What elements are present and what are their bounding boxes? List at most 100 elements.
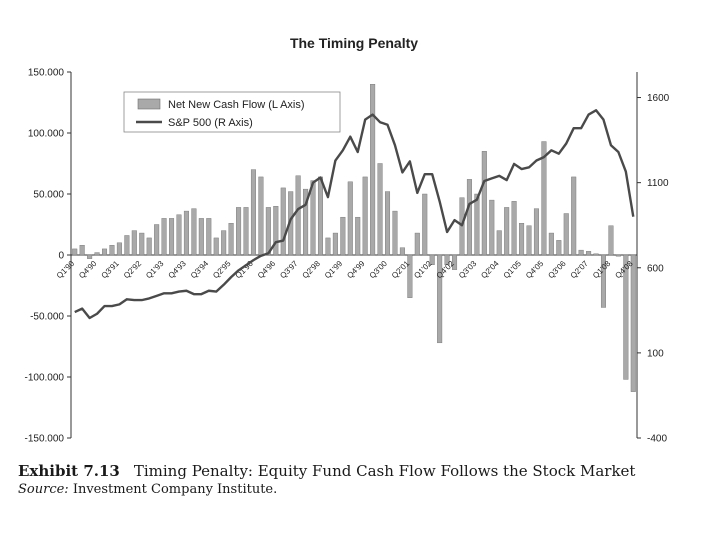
cash-flow-bar — [526, 225, 532, 256]
cash-flow-bar — [407, 254, 413, 298]
x-tick-label: Q3'00 — [368, 259, 390, 281]
cash-flow-bar — [556, 240, 562, 256]
cash-flow-bar — [519, 223, 525, 256]
cash-flow-bar — [317, 176, 323, 256]
x-tick-label: Q1'99 — [323, 259, 345, 281]
cash-flow-bar — [504, 207, 510, 256]
left-tick-label: 150.000 — [28, 68, 65, 79]
left-tick-label: 50.000 — [33, 190, 64, 201]
exhibit-title: Timing Penalty: Equity Fund Cash Flow Fo… — [133, 462, 636, 480]
cash-flow-bar — [340, 216, 346, 256]
cash-flow-bar — [243, 207, 249, 256]
cash-flow-bar — [541, 141, 547, 256]
cash-flow-bar — [154, 224, 160, 256]
right-tick-label: -400 — [647, 434, 667, 445]
cash-flow-bar — [548, 232, 554, 256]
plot-area: -150.000 -100.000 -50.000 0 50.000 100.000 150… — [25, 68, 670, 445]
cash-flow-bar — [355, 216, 361, 256]
cash-flow-bar — [221, 230, 227, 256]
cash-flow-bar — [310, 180, 316, 256]
cash-flow-bar — [191, 208, 197, 256]
cash-flow-bar — [116, 242, 122, 256]
left-tick-label: 0 — [58, 251, 64, 262]
legend-bar-label: Net New Cash Flow (L Axis) — [168, 99, 305, 111]
x-tick-label: Q2'98 — [301, 259, 323, 281]
cash-flow-bar — [169, 218, 175, 256]
x-tick-label: Q2'92 — [122, 259, 144, 281]
cash-flow-bar — [87, 254, 93, 259]
x-tick-label: Q4'05 — [524, 259, 546, 281]
x-tick-label: Q2'07 — [569, 259, 591, 281]
cash-flow-bar — [593, 253, 599, 256]
x-tick-label: Q4'96 — [256, 259, 278, 281]
cash-flow-bar — [452, 254, 458, 270]
x-tick-label: Q3'91 — [100, 259, 122, 281]
x-tick-label: Q4'93 — [167, 259, 189, 281]
x-tick-label: Q4'99 — [345, 259, 367, 281]
left-tick-label: -150.000 — [25, 434, 65, 445]
figure-caption: Exhibit 7.13 Timing Penalty: Equity Fund … — [18, 461, 708, 499]
cash-flow-bar — [608, 225, 614, 256]
cash-flow-bar — [466, 179, 472, 256]
cash-flow-bar — [72, 248, 78, 256]
cash-flow-bar — [198, 218, 204, 256]
cash-flow-bar — [183, 210, 189, 256]
cash-flow-bar — [578, 249, 584, 256]
cash-flow-bar — [385, 191, 391, 256]
cash-flow-bar — [176, 214, 182, 256]
chart-title: The Timing Penalty — [290, 35, 418, 51]
cash-flow-bar — [139, 232, 145, 256]
cash-flow-bar — [623, 254, 629, 380]
right-tick-label: 600 — [647, 263, 664, 274]
left-tick-label: 100.000 — [28, 129, 65, 140]
left-tick-label: -100.000 — [25, 373, 65, 384]
x-tick-label: Q3'06 — [546, 259, 568, 281]
cash-flow-bar — [213, 237, 219, 256]
cash-flow-bar — [206, 218, 212, 256]
cash-flow-bar — [511, 201, 517, 256]
x-tick-label: Q2'04 — [479, 259, 501, 281]
cash-flow-bar — [399, 247, 405, 256]
cash-flow-bar — [332, 232, 338, 256]
cash-flow-bar — [79, 245, 85, 256]
cash-flow-bar — [615, 254, 621, 257]
cash-flow-bar — [101, 248, 108, 256]
cash-flow-bar — [94, 252, 100, 256]
x-tick-label: Q3'97 — [278, 259, 300, 281]
cash-flow-bar — [630, 254, 636, 392]
legend: Net New Cash Flow (L Axis) S&P 500 (R Axi… — [123, 91, 341, 133]
cash-flow-bar — [250, 169, 256, 256]
cash-flow-bar — [586, 251, 592, 256]
left-tick-label: -50.000 — [30, 312, 64, 323]
cash-flow-bar — [533, 208, 539, 256]
cash-flow-bar — [414, 232, 420, 256]
cash-flow-bar — [489, 199, 495, 256]
right-tick-label: 100 — [647, 348, 664, 359]
cash-flow-bar — [124, 235, 130, 256]
cash-flow-bar — [303, 188, 309, 256]
cash-flow-bar — [325, 237, 331, 256]
cash-flow-bar — [161, 218, 167, 256]
cash-flow-bar — [377, 163, 383, 256]
exhibit-label: Exhibit 7.13 — [18, 462, 120, 480]
cash-flow-bar — [571, 176, 577, 256]
cash-flow-bar — [362, 176, 368, 256]
cash-flow-bar — [474, 193, 480, 256]
x-tick-label: Q3'94 — [189, 259, 211, 281]
cash-flow-bar — [347, 181, 353, 256]
x-tick-label: Q1'05 — [502, 259, 524, 281]
legend-line-label: S&P 500 (R Axis) — [168, 117, 253, 129]
cash-flow-bar — [265, 207, 271, 256]
cash-flow-bar — [444, 254, 450, 265]
cash-flow-bar — [131, 230, 137, 256]
cash-flow-bar — [109, 245, 115, 256]
cash-flow-bar — [429, 254, 435, 265]
cash-flow-bar — [370, 83, 376, 256]
cash-flow-bar — [273, 205, 279, 256]
cash-flow-bar — [280, 187, 286, 256]
cash-flow-bar — [481, 151, 487, 256]
cash-flow-bar — [392, 210, 398, 256]
cash-flow-bar — [258, 176, 264, 256]
cash-flow-bar — [496, 230, 502, 256]
